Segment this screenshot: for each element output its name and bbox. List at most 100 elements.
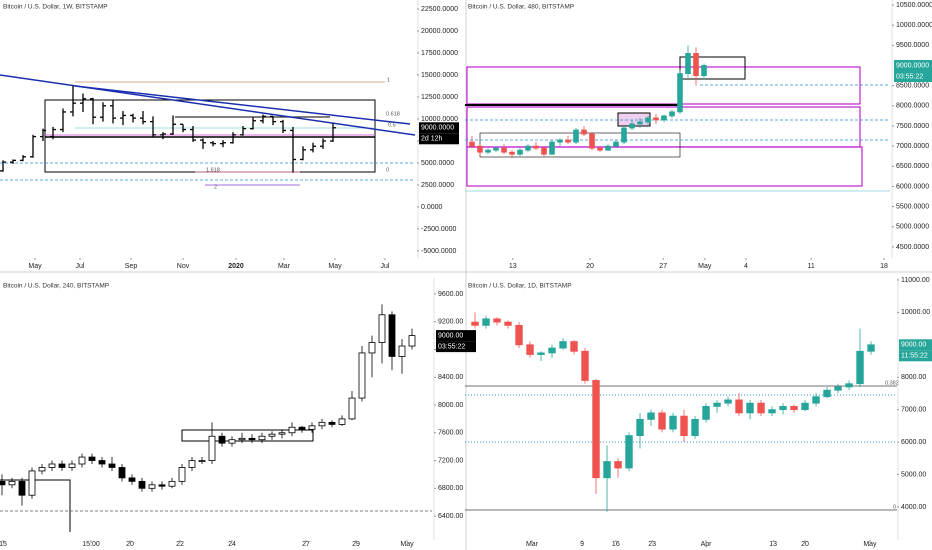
countdown-label: 03:55:22 [438, 343, 465, 350]
candle-body [735, 399, 743, 414]
price-badge-label: 9000.00 [901, 342, 926, 349]
candle-body [118, 467, 126, 479]
candle-body [548, 347, 556, 354]
x-tick-label: 9 [580, 541, 584, 548]
chart-title: Bitcoin / U.S. Dollar, 1W, BITSTAMP [3, 4, 108, 11]
candle-body [398, 345, 406, 357]
candle-body [658, 412, 666, 430]
candle-body [533, 145, 539, 149]
candle-body [812, 396, 820, 404]
candle-body [148, 484, 156, 489]
price-badge [436, 330, 476, 342]
x-tick-label: May [328, 263, 342, 270]
candle-body [867, 344, 875, 352]
candle-body [597, 147, 603, 151]
x-tick-label: 20 [801, 541, 809, 548]
candle-body [779, 406, 787, 411]
candle-body [0, 480, 6, 486]
y-tick-label: 8500.0000 [896, 83, 929, 90]
candle-body [228, 439, 236, 444]
countdown-badge [436, 341, 476, 353]
candle-body [278, 432, 286, 435]
fib-level-label: 0 [386, 167, 389, 173]
y-tick-label: 8000.00 [438, 402, 463, 409]
chart-title: Bitcoin / U.S. Dollar, 240, BITSTAMP [3, 283, 109, 290]
candle-body [693, 53, 699, 76]
y-tick-label: 4500.0000 [896, 244, 929, 251]
candle-body [592, 380, 600, 479]
candle-body [168, 480, 176, 487]
candle-body [138, 480, 146, 489]
candle-body [238, 437, 246, 441]
candle-body [669, 415, 677, 430]
y-tick-label: -5000.0000 [421, 248, 457, 255]
y-tick-label: 17500.0000 [421, 50, 458, 57]
x-tick-label: 24 [228, 541, 236, 548]
candle-body [757, 402, 765, 414]
candle-body [637, 121, 643, 125]
x-tick-label: 15:00 [82, 541, 100, 548]
y-tick-label: 10500.0000 [896, 2, 932, 9]
candle-body [388, 314, 396, 357]
y-tick-label: 7200.00 [438, 457, 463, 464]
candle-body [790, 406, 798, 411]
candle-body [493, 318, 501, 323]
candle-body [636, 418, 644, 436]
candle-body [605, 145, 611, 151]
x-tick-label: 27 [659, 263, 667, 270]
fib-level-label: 1.618 [206, 167, 220, 173]
candle-body [653, 117, 659, 121]
x-tick-label: 16 [612, 541, 620, 548]
y-tick-label: 8000.0000 [896, 103, 929, 110]
fib-level-label: 2 [214, 184, 217, 190]
y-tick-label: 9200.00 [438, 319, 463, 326]
candle-body [526, 344, 534, 355]
countdown-badge [899, 350, 932, 362]
candle-body [288, 426, 296, 434]
candle-body [98, 460, 106, 465]
candle-body [318, 421, 326, 427]
x-tick-label: 29 [352, 541, 360, 548]
price-badge [894, 60, 932, 72]
candle-body [471, 321, 479, 326]
x-tick-label: 11 [808, 263, 815, 270]
y-tick-label: 5500.0000 [896, 203, 929, 210]
candle-body [661, 115, 667, 121]
y-tick-label: 11000.00 [901, 277, 930, 284]
drawings-240 [0, 429, 432, 532]
candle-body [621, 127, 627, 143]
price-badge [419, 122, 459, 134]
y-tick-label: 5000.00 [901, 471, 926, 478]
x-tick-label: 20 [126, 541, 134, 548]
candle-body [746, 402, 754, 414]
x-tick-label: Jul [76, 263, 85, 270]
candle-body [525, 145, 531, 151]
y-tick-label: 5000.0000 [421, 160, 454, 167]
candle-body [573, 129, 579, 143]
candle-body [358, 352, 366, 399]
candle-body [108, 463, 116, 468]
candle-body [702, 406, 710, 420]
y-tick-label: 10000.0000 [896, 22, 932, 29]
candle-body [669, 111, 675, 117]
candle-body [581, 129, 587, 135]
x-tick-label: 13 [769, 541, 777, 548]
candle-body [378, 314, 386, 343]
candle-body [685, 53, 691, 74]
candle-body [58, 463, 66, 468]
x-tick-label: May [863, 541, 877, 548]
y-tick-label: 10000.00 [901, 309, 930, 316]
candle-body [823, 389, 831, 398]
candle-body [348, 397, 356, 420]
x-tick-label: May [400, 541, 414, 548]
candle-body [28, 470, 36, 496]
y-tick-label: 12500.0000 [421, 94, 458, 101]
x-tick-label: Apr [701, 541, 713, 548]
countdown-label: 03:55:22 [896, 73, 923, 80]
y-tick-label: 22500.0000 [421, 6, 458, 13]
fib-level-label: 1 [387, 77, 390, 83]
x-tick-label: 15 [0, 541, 7, 548]
x-tick-label: Mar [278, 263, 291, 270]
candle-body [178, 467, 186, 482]
x-tick-label: 20 [586, 263, 594, 270]
